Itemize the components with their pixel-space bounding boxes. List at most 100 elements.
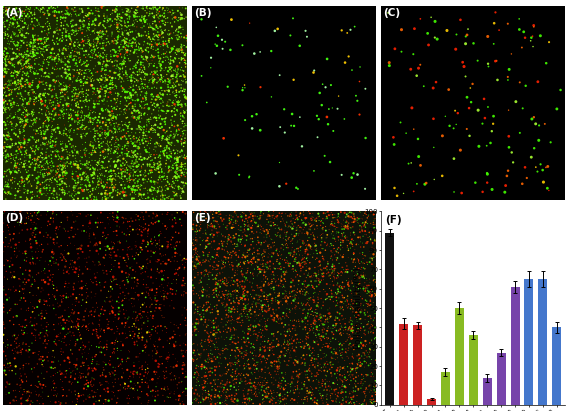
Point [309,232,318,239]
Point [217,266,226,272]
Point [12,148,21,154]
Point [154,162,164,169]
Point [159,150,168,157]
Point [239,396,248,402]
Point [189,346,198,353]
Point [143,401,152,407]
Point [75,172,84,178]
Point [264,243,273,249]
Point [164,32,173,39]
Point [66,106,75,113]
Point [227,212,236,219]
Point [348,304,357,311]
Point [343,223,352,229]
Point [526,37,535,44]
Point [170,105,179,112]
Point [274,371,283,378]
Point [118,22,127,29]
Point [114,376,123,382]
Point [277,380,286,387]
Point [290,317,299,323]
Point [224,325,233,331]
Point [60,192,69,198]
Point [108,364,118,371]
Point [167,47,176,53]
Point [174,272,183,278]
Point [327,218,336,225]
Point [155,305,164,312]
Point [273,297,282,304]
Point [241,352,250,358]
Point [191,306,200,313]
Point [117,13,126,20]
Point [122,30,131,37]
Point [156,148,165,155]
Point [264,266,273,272]
Point [150,100,159,107]
Point [49,251,58,257]
Point [95,111,105,117]
Point [106,84,115,91]
Point [30,127,39,133]
Point [141,268,150,275]
Point [107,97,116,104]
Point [519,28,528,35]
Point [366,237,375,244]
Point [116,51,125,58]
Point [47,124,56,130]
Point [164,59,173,66]
Point [192,237,201,243]
Point [52,28,61,34]
Point [60,283,69,290]
Point [260,301,269,308]
Point [320,350,329,357]
Point [87,289,96,296]
Point [332,399,341,405]
Point [250,249,259,256]
Point [241,349,250,356]
Point [157,173,166,180]
Point [45,84,55,91]
Point [0,370,9,376]
Point [249,298,258,305]
Point [124,383,133,390]
Point [349,170,358,177]
Point [94,114,103,120]
Point [367,293,376,300]
Point [18,10,27,16]
Point [115,20,124,26]
Point [69,286,78,293]
Point [149,125,158,132]
Point [278,210,287,217]
Point [188,356,197,363]
Point [37,157,47,164]
Point [39,53,48,60]
Point [135,13,144,20]
Point [202,209,211,216]
Point [106,12,115,18]
Point [529,145,538,152]
Point [0,284,7,290]
Point [105,310,114,317]
Point [31,47,40,53]
Point [82,323,91,330]
Point [149,30,158,37]
Point [26,241,35,247]
Point [191,234,201,241]
Point [90,262,99,268]
Point [48,302,57,308]
Point [291,294,300,301]
Point [321,343,330,350]
Point [333,381,342,388]
Point [256,212,265,219]
Point [99,311,108,318]
Point [238,217,247,224]
Point [180,109,189,115]
Point [199,268,208,275]
Point [7,136,16,143]
Point [107,279,116,285]
Point [242,371,251,378]
Point [0,69,9,76]
Point [483,33,492,40]
Point [206,269,215,276]
